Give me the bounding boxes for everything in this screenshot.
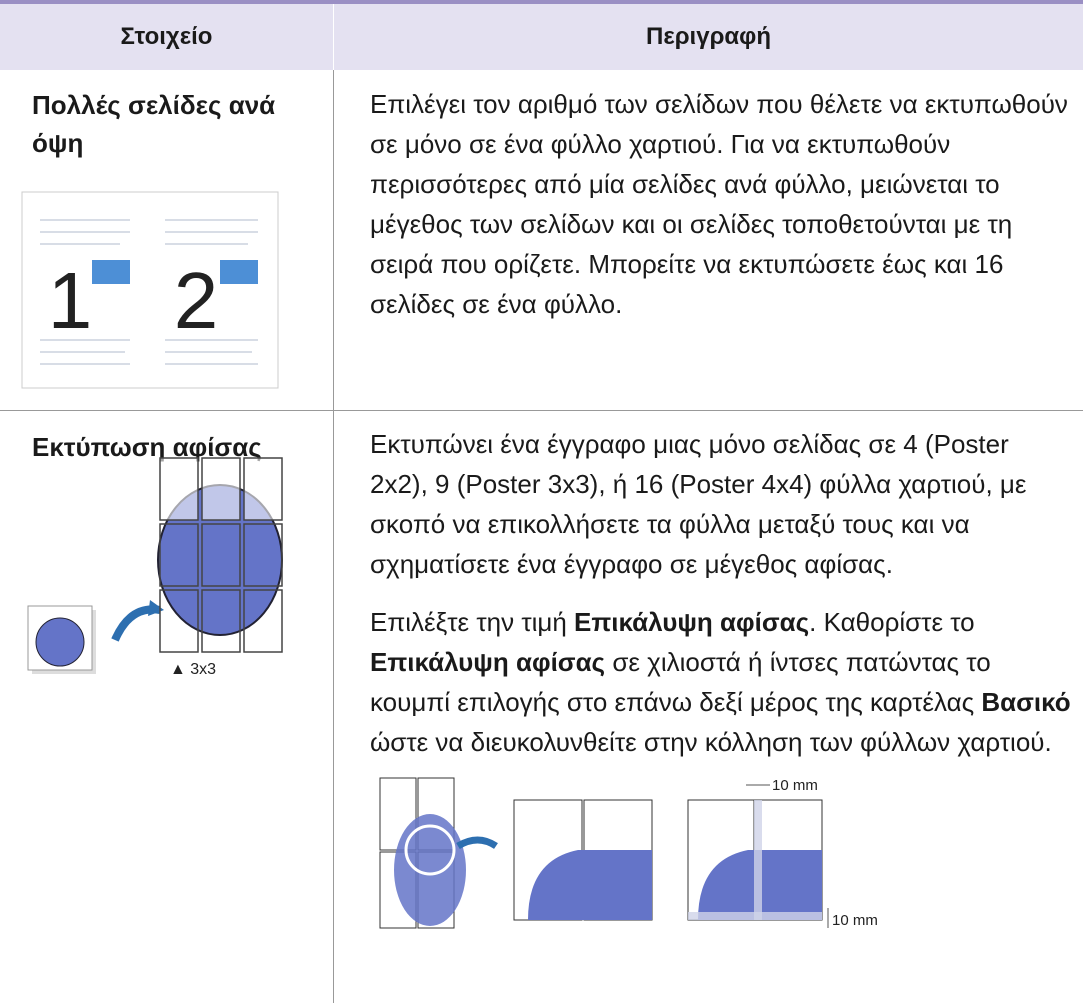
text: . Καθορίστε το [809, 607, 975, 637]
arrow [456, 836, 498, 850]
poster-figure: ▲ 3x3 [27, 457, 283, 678]
text: σε χιλιοστά ή ίντσες πατώντας το κουμπί … [370, 647, 991, 717]
overlap-figure: 10 mm 10 mm [379, 777, 878, 929]
overlap-band [754, 800, 762, 920]
top-rule [0, 0, 1083, 4]
header-text: Περιγραφή [645, 23, 771, 50]
dimension-label: 10 mm [832, 912, 878, 929]
text: ώστε να διευκολυνθείτε στην κόλληση των … [370, 727, 1052, 757]
bold-text: Επικάλυψη αφίσας [370, 647, 606, 677]
description: Επιλέγει τον αριθμό των σελίδων που θέλε… [370, 84, 1072, 342]
bold-text: Επικάλυψη αφίσας [574, 607, 810, 637]
header-cell: Περιγραφή [334, 4, 1083, 70]
sheet [21, 191, 279, 389]
pages-figure: 1 2 [21, 191, 279, 389]
header-cell: Στοιχείο [0, 4, 333, 70]
header-text: Στοιχείο [120, 23, 213, 50]
text: Επιλέγει τον αριθμό των σελίδων που θέλε… [370, 89, 1068, 319]
page-number: 1 [48, 256, 93, 345]
apple [394, 814, 466, 926]
text: Επιλέξτε την τιμή [370, 607, 575, 637]
photo [220, 260, 258, 284]
text-lines [40, 219, 258, 365]
paragraph: Εκτυπώνει ένα έγγραφο μιας μόνο σελίδας … [370, 424, 1072, 584]
dimension-label: 10 mm [772, 777, 818, 794]
item-label: Πολλές σελίδες ανά όψη [32, 90, 276, 158]
overlap-band [688, 912, 822, 920]
arrow-head [148, 600, 164, 616]
page-number: 2 [174, 256, 219, 345]
text: Εκτυπώνει ένα έγγραφο μιας μόνο σελίδας … [370, 429, 1027, 579]
item-label: Εκτύπωση αφίσας [32, 432, 262, 462]
paragraph: Επιλέγει τον αριθμό των σελίδων που θέλε… [370, 84, 1072, 324]
apple [35, 617, 85, 667]
zoom-circle [404, 824, 456, 876]
bold-text: Βασικό [981, 687, 1071, 717]
grid [159, 457, 283, 653]
paragraph: Επιλέξτε την τιμή Επικάλυψη αφίσας. Καθο… [370, 602, 1072, 762]
apple-part [528, 850, 652, 920]
caption: ▲ 3x3 [170, 661, 216, 678]
description: Εκτυπώνει ένα έγγραφο μιας μόνο σελίδας … [370, 424, 1072, 780]
photo [92, 260, 130, 284]
column-rule [333, 70, 334, 1003]
row-rule [0, 410, 1083, 411]
